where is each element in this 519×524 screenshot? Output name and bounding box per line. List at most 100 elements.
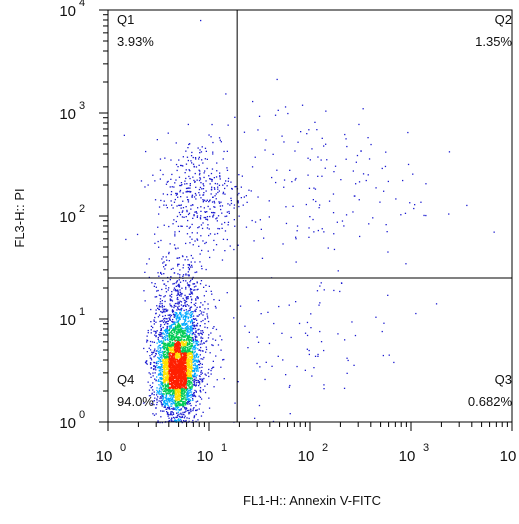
event-dot bbox=[203, 176, 205, 179]
event-dot bbox=[176, 297, 179, 299]
event-dot bbox=[198, 375, 201, 377]
event-dot bbox=[167, 338, 169, 341]
event-dot bbox=[185, 327, 187, 329]
event-dot bbox=[209, 256, 211, 259]
event-dot bbox=[192, 322, 194, 324]
event-dot bbox=[306, 133, 308, 135]
event-dot bbox=[189, 394, 191, 396]
event-dot bbox=[221, 227, 223, 229]
event-dot bbox=[181, 415, 183, 417]
event-dot bbox=[180, 354, 183, 356]
event-dot bbox=[164, 376, 166, 379]
event-dot bbox=[182, 328, 184, 330]
event-dot bbox=[187, 317, 189, 320]
event-dot bbox=[308, 349, 310, 352]
event-dot bbox=[165, 358, 167, 360]
event-dot bbox=[166, 356, 168, 359]
event-dot bbox=[190, 155, 193, 157]
event-dot bbox=[195, 339, 197, 341]
event-dot bbox=[153, 365, 155, 367]
event-dot bbox=[165, 396, 168, 398]
event-dot bbox=[186, 304, 188, 306]
event-dot bbox=[182, 274, 185, 276]
event-dot bbox=[176, 368, 178, 370]
event-dot bbox=[155, 407, 157, 409]
event-dot bbox=[204, 301, 206, 303]
event-dot bbox=[155, 321, 157, 323]
event-dot bbox=[316, 129, 318, 131]
event-dot bbox=[182, 165, 184, 167]
event-dot bbox=[184, 330, 186, 332]
event-dot bbox=[165, 355, 167, 358]
event-dot bbox=[210, 189, 213, 191]
event-dot bbox=[187, 374, 189, 376]
event-dot bbox=[185, 177, 187, 180]
event-dot bbox=[177, 257, 179, 259]
event-dot bbox=[189, 190, 191, 193]
event-dot bbox=[186, 313, 188, 315]
event-dot bbox=[200, 182, 202, 184]
event-dot bbox=[154, 355, 156, 357]
event-dot bbox=[175, 314, 177, 316]
event-dot bbox=[188, 340, 190, 342]
event-dot bbox=[188, 212, 191, 214]
event-dot bbox=[171, 346, 173, 348]
event-dot bbox=[175, 385, 177, 387]
event-dot bbox=[162, 385, 164, 387]
event-dot bbox=[184, 315, 186, 317]
event-dot bbox=[198, 361, 200, 363]
event-dot bbox=[200, 398, 203, 400]
event-dot bbox=[165, 256, 167, 258]
event-dot bbox=[173, 244, 176, 246]
event-dot bbox=[188, 366, 190, 368]
event-dot bbox=[183, 377, 185, 379]
event-dot bbox=[161, 354, 163, 356]
event-dot bbox=[162, 356, 165, 358]
event-dot bbox=[178, 369, 181, 371]
event-dot bbox=[314, 188, 317, 190]
event-dot bbox=[165, 387, 167, 389]
event-dot bbox=[188, 399, 190, 402]
event-dot bbox=[180, 392, 182, 394]
event-dot bbox=[158, 354, 161, 356]
event-dot bbox=[188, 386, 190, 388]
event-dot bbox=[191, 383, 193, 385]
event-dot bbox=[190, 358, 193, 360]
event-dot bbox=[224, 187, 226, 190]
event-dot bbox=[190, 404, 192, 407]
event-dot bbox=[153, 361, 155, 364]
event-dot bbox=[163, 273, 165, 275]
event-dot bbox=[174, 339, 176, 341]
event-dot bbox=[166, 385, 168, 387]
event-dot bbox=[345, 138, 347, 140]
event-dot bbox=[195, 341, 197, 343]
event-dot bbox=[163, 354, 165, 356]
event-dot bbox=[192, 311, 194, 313]
event-dot bbox=[174, 393, 176, 396]
event-dot bbox=[212, 211, 214, 214]
event-dot bbox=[288, 304, 290, 306]
event-dot bbox=[170, 382, 172, 385]
event-dot bbox=[196, 364, 198, 366]
event-dot bbox=[179, 343, 181, 345]
event-dot bbox=[193, 415, 195, 418]
event-dot bbox=[160, 366, 162, 368]
event-dot bbox=[448, 213, 450, 215]
event-dot bbox=[166, 411, 168, 413]
event-dot bbox=[177, 303, 179, 305]
event-dot bbox=[176, 321, 178, 323]
event-dot bbox=[202, 188, 205, 190]
event-dot bbox=[190, 344, 192, 346]
event-dot bbox=[185, 365, 187, 367]
event-dot bbox=[165, 400, 167, 402]
event-dot bbox=[175, 313, 177, 315]
event-dot bbox=[175, 351, 177, 353]
event-dot bbox=[179, 366, 181, 369]
event-dot bbox=[194, 289, 196, 291]
event-dot bbox=[212, 151, 214, 153]
event-dot bbox=[166, 207, 168, 209]
event-dot bbox=[157, 362, 159, 365]
event-dot bbox=[177, 285, 179, 287]
event-dot bbox=[178, 374, 181, 377]
event-dot bbox=[222, 184, 224, 186]
